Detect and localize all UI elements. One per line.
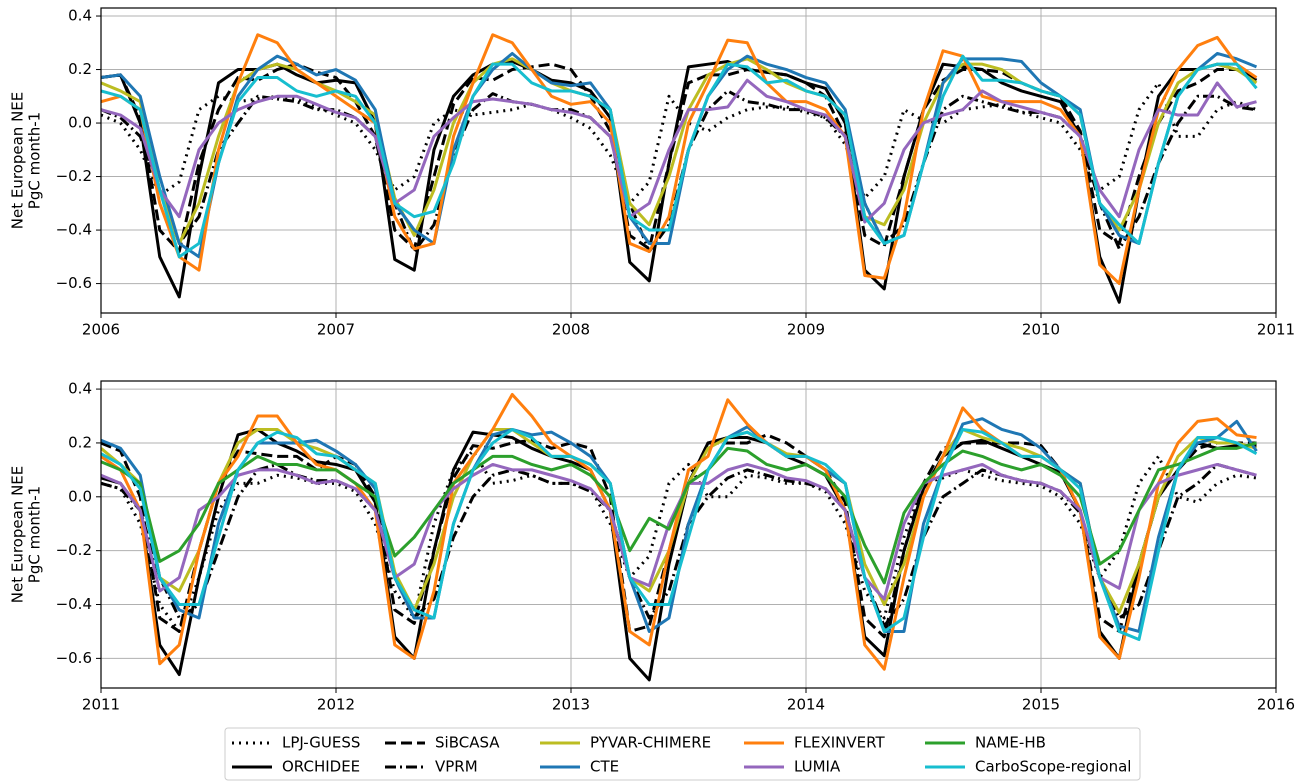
plot-frame: [100, 7, 1277, 314]
y-tick-label: −0.6: [56, 649, 92, 667]
legend-label: LPJ-GUESS: [282, 734, 360, 752]
y-tick-label: 0.2: [68, 60, 92, 78]
plot-lines: [101, 33, 1258, 304]
y-tick-label: 0.0: [68, 114, 92, 132]
x-tick-label: 2015: [1022, 696, 1060, 714]
x-tick-label: 2014: [787, 696, 825, 714]
series-line: [101, 81, 1258, 205]
series-line: [101, 462, 1257, 628]
x-tick-label: 2009: [787, 321, 825, 339]
legend-label: SiBCASA: [435, 734, 500, 752]
x-tick-label: 2011: [82, 696, 120, 714]
x-tick-label: 2008: [552, 321, 590, 339]
series-line: [101, 449, 1257, 633]
series-line: [101, 33, 1258, 286]
x-tick-label: 2006: [82, 321, 120, 339]
plot-frame: [100, 380, 1277, 689]
y-tick-label: −0.4: [56, 221, 92, 239]
legend-label: PYVAR-CHIMERE: [590, 734, 711, 752]
y-tick-label: 0.4: [68, 7, 92, 25]
y-tick-label: −0.2: [56, 541, 92, 559]
y-tick-label: −0.6: [56, 274, 92, 292]
legend-box: [224, 727, 1141, 781]
x-tick-label: 2012: [317, 696, 355, 714]
y-tick-label: −0.2: [56, 167, 92, 185]
y-axis-label: PgC month-1: [26, 112, 44, 209]
legend-label: VPRM: [435, 758, 478, 776]
legend-label: CTE: [590, 758, 619, 776]
plot-lines: [101, 392, 1258, 682]
legend-label: CarboScope-regional: [975, 758, 1131, 776]
legend-label: ORCHIDEE: [282, 758, 360, 776]
x-tick-label: 2010: [1022, 321, 1060, 339]
x-tick-label: 2011: [1257, 321, 1295, 339]
series-line: [101, 427, 1258, 642]
y-axis-label: PgC month-1: [26, 486, 44, 583]
series-line: [101, 441, 1257, 585]
y-tick-label: −0.4: [56, 595, 92, 613]
series-line: [101, 54, 1258, 259]
series-line: [101, 392, 1257, 671]
y-tick-label: 0.4: [68, 380, 92, 398]
y-axis-label: Net European NEE: [9, 466, 27, 604]
legend-label: LUMIA: [794, 758, 841, 776]
series-line: [101, 60, 1258, 304]
y-tick-label: 0.2: [68, 433, 92, 451]
legend-label: NAME-HB: [975, 734, 1046, 752]
x-tick-label: 2013: [552, 696, 590, 714]
y-tick-label: 0.0: [68, 487, 92, 505]
series-line: [101, 78, 1257, 224]
y-axis-label: Net European NEE: [9, 92, 27, 230]
x-tick-label: 2007: [317, 321, 355, 339]
legend-label: FLEXINVERT: [794, 734, 885, 752]
x-tick-label: 2016: [1257, 696, 1295, 714]
